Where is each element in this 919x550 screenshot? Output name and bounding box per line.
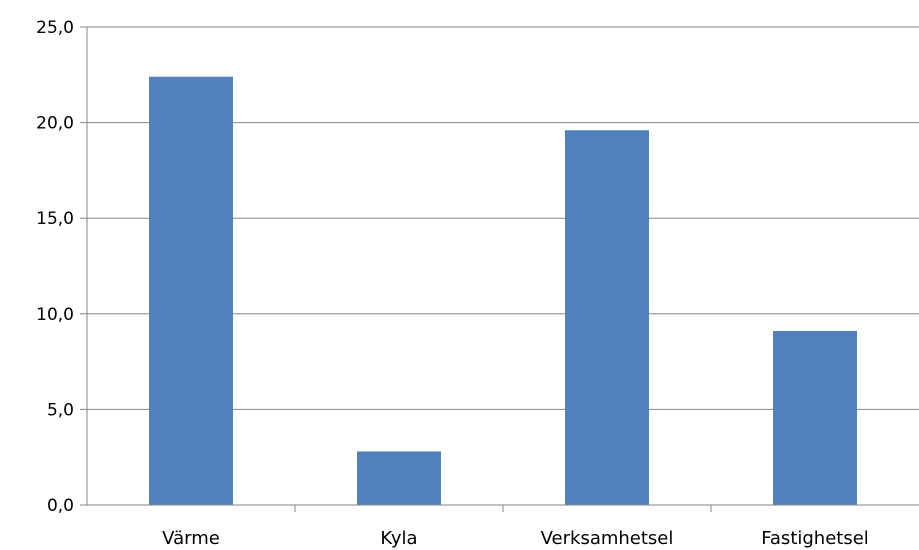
y-tick-label: 25,0 bbox=[36, 18, 74, 38]
bar-1 bbox=[357, 451, 441, 505]
y-tick-label: 5,0 bbox=[47, 400, 74, 420]
axes bbox=[86, 27, 919, 506]
bar-0 bbox=[149, 76, 233, 505]
y-tick-label: 15,0 bbox=[36, 209, 74, 229]
bar-3 bbox=[773, 331, 857, 505]
y-tick-label: 10,0 bbox=[36, 305, 74, 325]
x-tick-label: Kyla bbox=[380, 528, 417, 549]
bar-2 bbox=[565, 130, 649, 506]
y-tick-label: 0,0 bbox=[47, 496, 74, 516]
y-tick-label: 20,0 bbox=[36, 114, 74, 134]
y-tick-labels: 0,0 5,0 10,0 15,0 20,0 25,0 bbox=[36, 18, 74, 516]
x-tick-label: Fastighetsel bbox=[761, 528, 869, 549]
x-tick-label: Värme bbox=[162, 528, 220, 549]
x-tick-labels: Värme Kyla Verksamhetsel Fastighetsel bbox=[162, 528, 869, 549]
x-tick-label: Verksamhetsel bbox=[541, 528, 674, 549]
bars bbox=[149, 76, 857, 506]
